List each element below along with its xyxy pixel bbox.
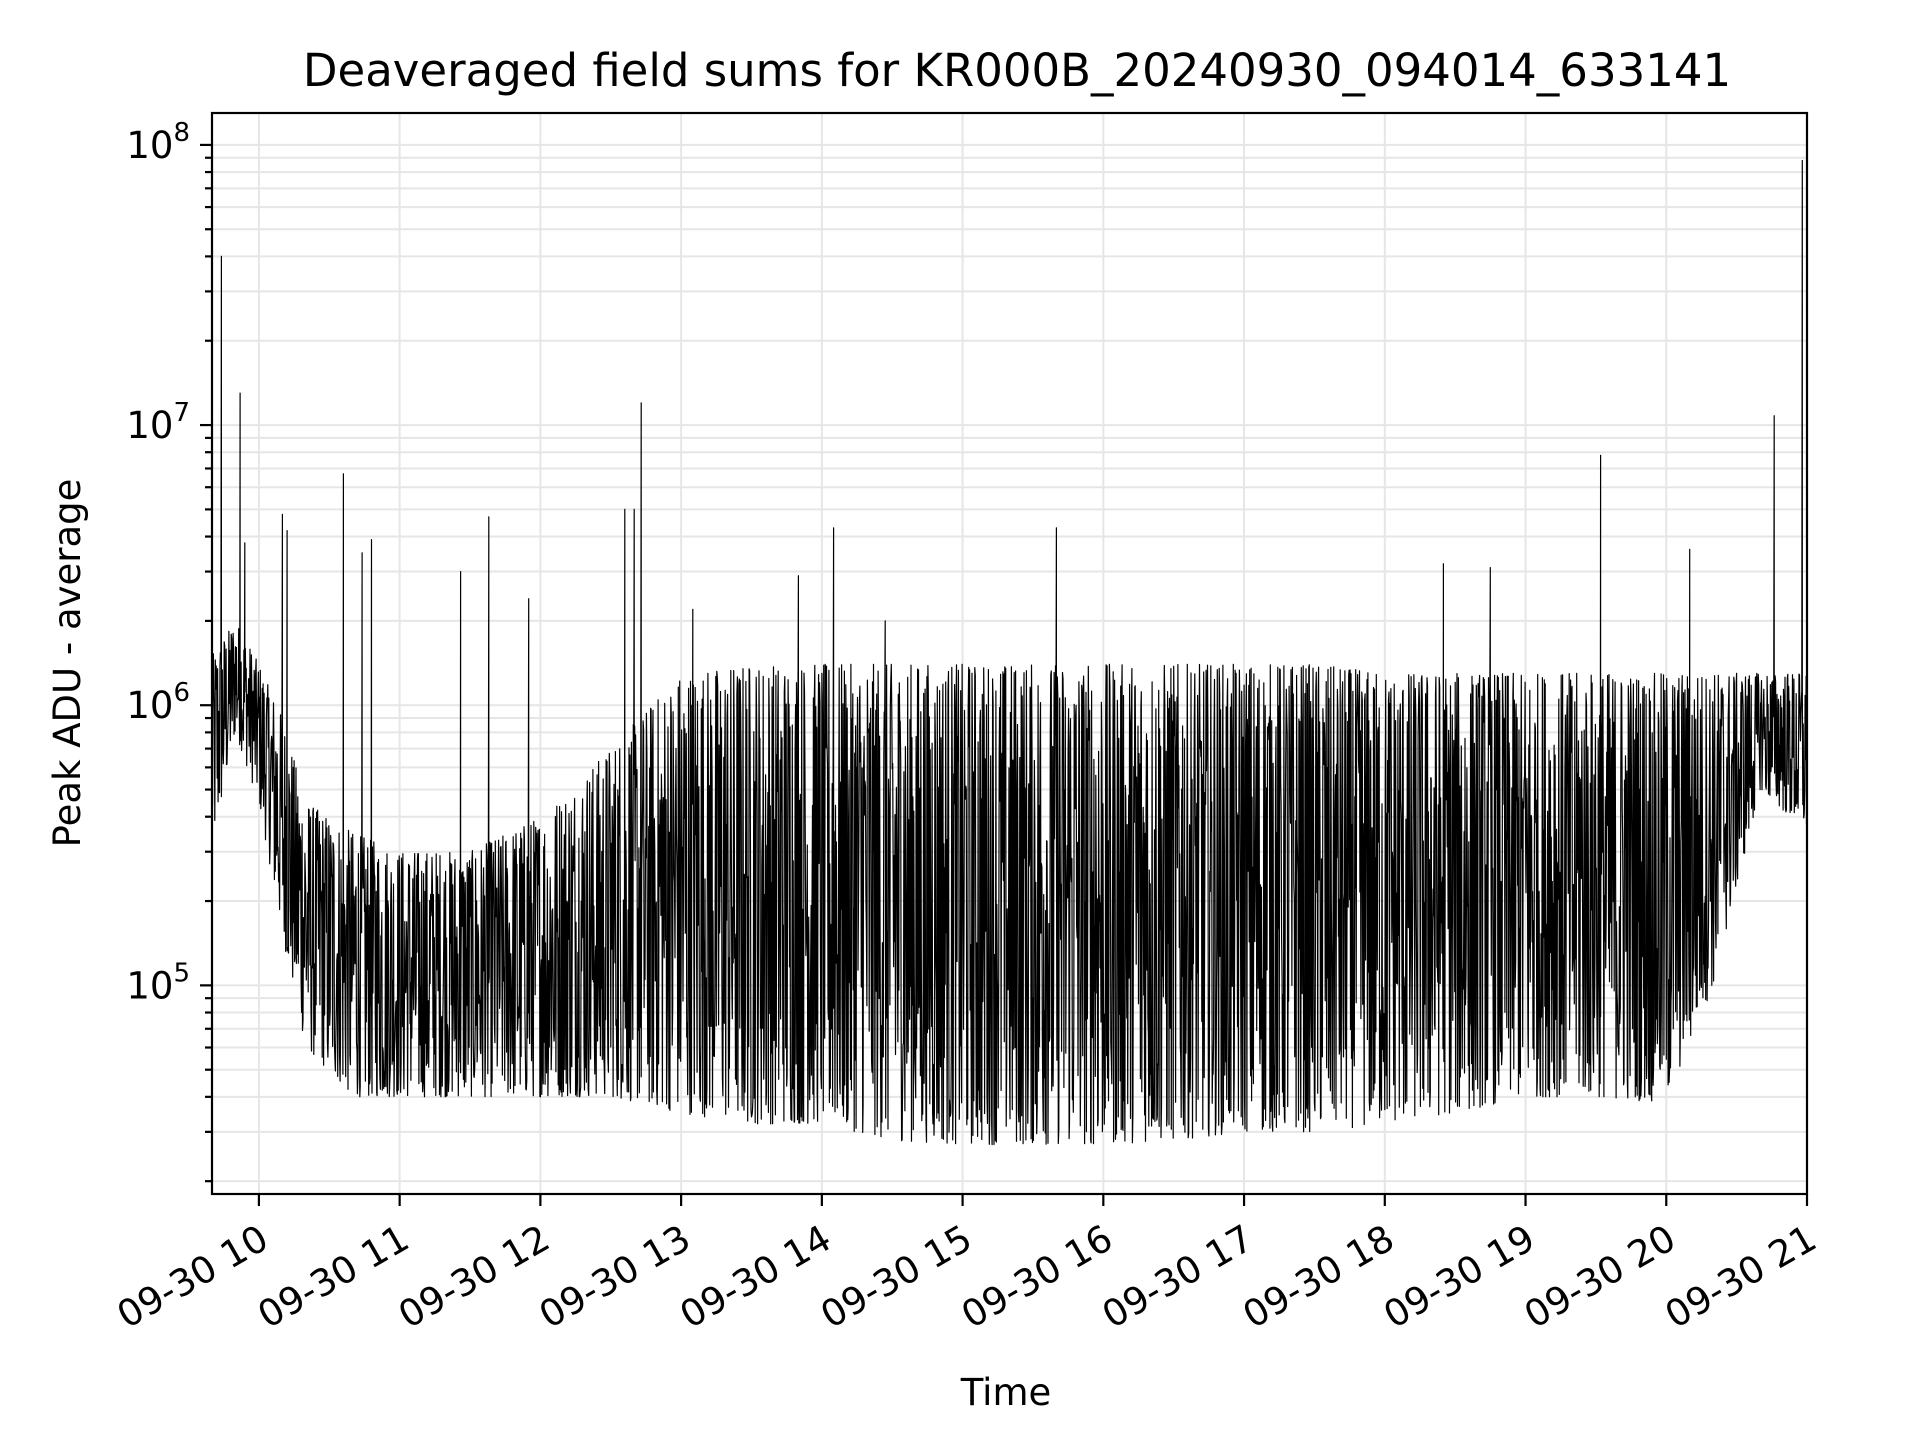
chart-title: Deaveraged field sums for KR000B_2024093…: [303, 44, 1731, 97]
plot-frame: [210, 111, 1809, 1196]
x-axis-label: Time: [960, 1371, 1052, 1414]
y-axis-label: Peak ADU - average: [46, 479, 89, 848]
y-tick-label: 105: [126, 958, 190, 1007]
series-line: [212, 159, 1807, 1146]
y-tick-label: 106: [126, 678, 190, 727]
series-group: [212, 159, 1807, 1146]
y-tick-label: 107: [126, 398, 190, 447]
y-tick-label: 108: [126, 118, 190, 167]
